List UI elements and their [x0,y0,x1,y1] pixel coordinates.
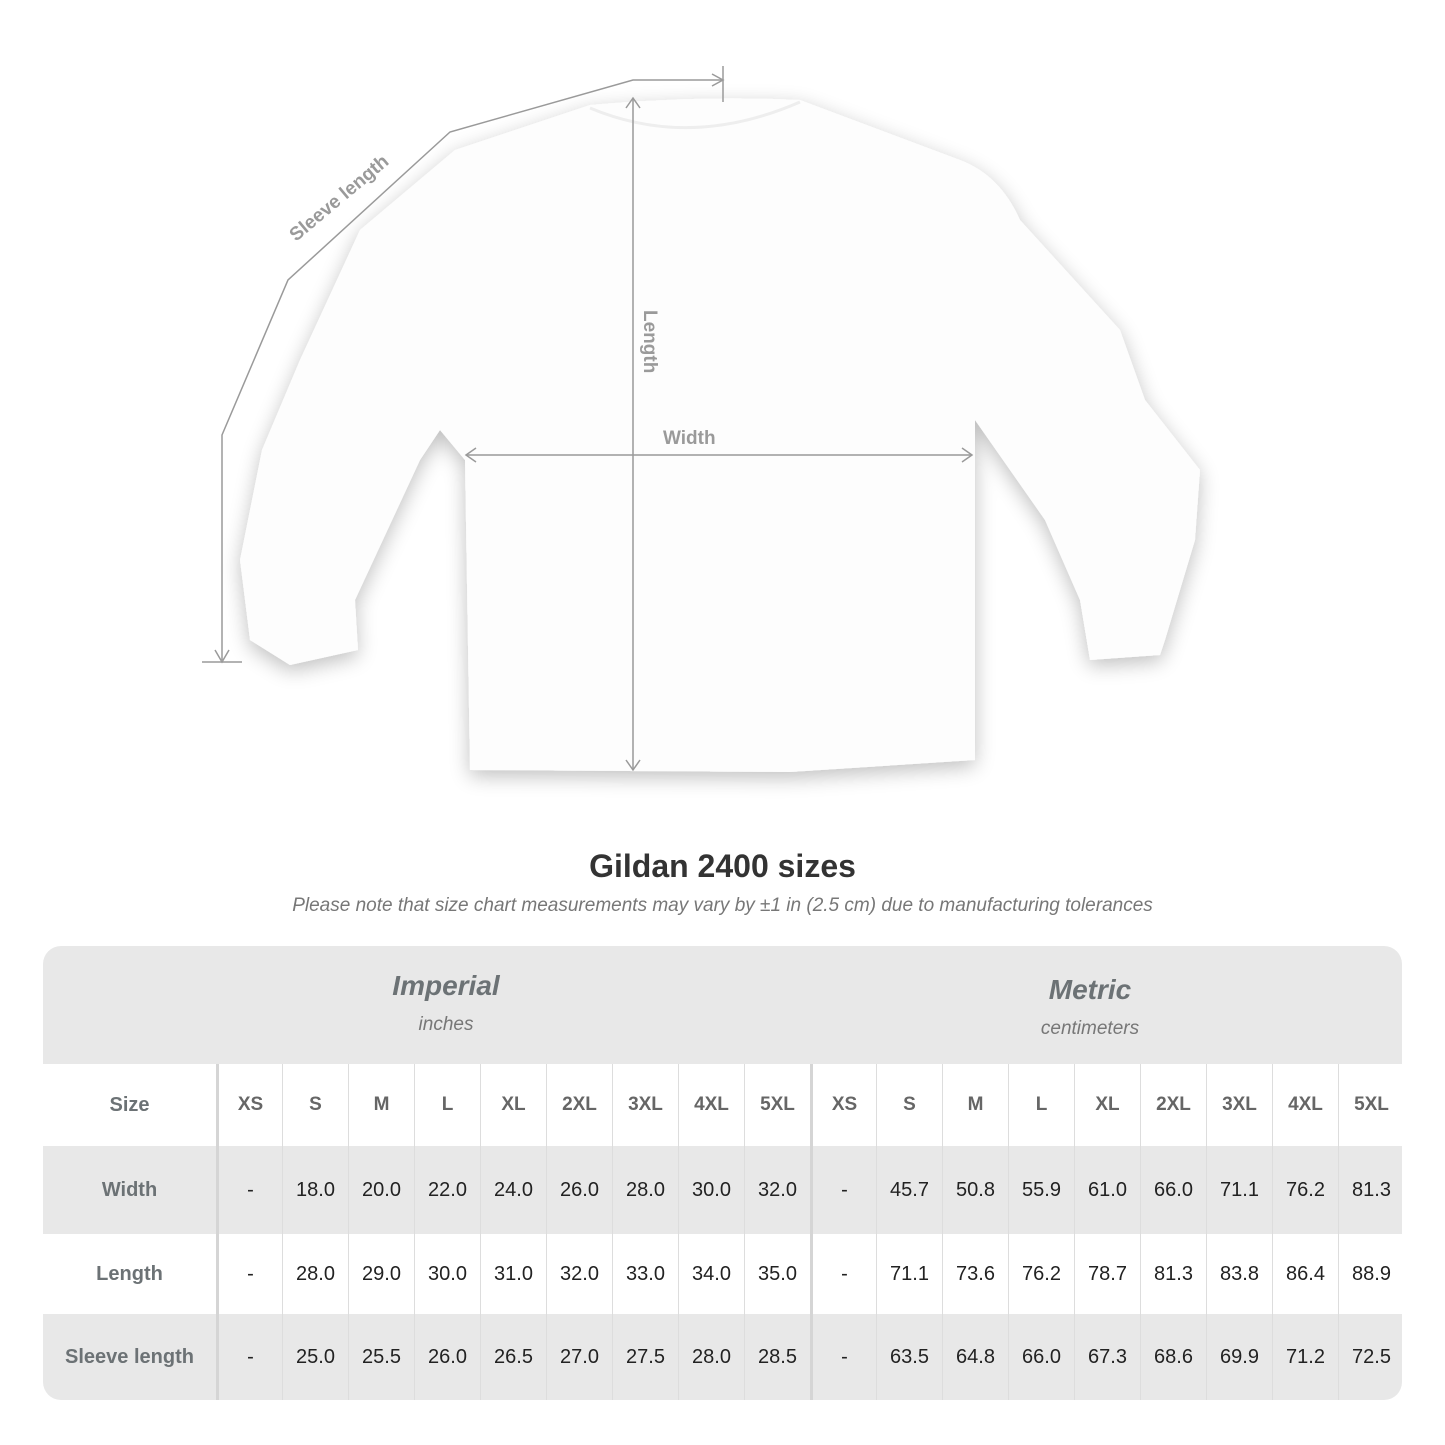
table-row: Width -18.0 20.0 22.0 24.0 26.0 28.0 30.0 32.0-4… [43,1146,1402,1234]
row-label: Sleeve length [65,1345,194,1368]
imperial-size-s: S [282,1064,348,1146]
metric-value: 81.3 [1338,1146,1402,1234]
imperial-value: 25.0 [282,1314,348,1400]
metric-value: 64.8 [942,1314,1008,1400]
measurement-lines [202,66,974,772]
metric-title: Metric [1048,974,1132,1005]
metric-value: 45.7 [876,1146,942,1234]
imperial-value: 35.0 [744,1234,810,1314]
metric-value: 88.9 [1338,1234,1402,1314]
metric-value: 68.6 [1140,1314,1206,1400]
metric-value: 69.9 [1206,1314,1272,1400]
imperial-value: - [216,1234,282,1314]
metric-size-4xl: 4XL [1272,1064,1338,1146]
metric-size-l: L [1008,1064,1074,1146]
imperial-value: 26.5 [480,1314,546,1400]
metric-value: 73.6 [942,1234,1008,1314]
imperial-value: 20.0 [348,1146,414,1234]
imperial-value: - [216,1146,282,1234]
shirt-collar [589,100,801,130]
metric-size-xl: XL [1074,1064,1140,1146]
metric-value: 83.8 [1206,1234,1272,1314]
imperial-value: 34.0 [678,1234,744,1314]
metric-value: 76.2 [1272,1146,1338,1234]
imperial-value: - [216,1314,282,1400]
size-header-row: Size XS S M L XL 2XL 3XL 4XL 5XL XS S M L XL 2XL 3XL 4XL 5… [43,1064,1402,1146]
imperial-value: 29.0 [348,1234,414,1314]
shirt-diagram: Sleeve length Length Width [202,66,1200,773]
imperial-value: 24.0 [480,1146,546,1234]
metric-value: 72.5 [1338,1314,1402,1400]
row-label: Width [101,1178,158,1201]
imperial-value: 25.5 [348,1314,414,1400]
imperial-size-xs: XS [216,1064,282,1146]
imperial-value: 30.0 [414,1234,480,1314]
page-title: Gildan 2400 sizes [589,848,856,884]
imperial-value: 31.0 [480,1234,546,1314]
metric-value: 50.8 [942,1146,1008,1234]
imperial-size-2xl: 2XL [546,1064,612,1146]
metric-value: 86.4 [1272,1234,1338,1314]
metric-size-3xl: 3XL [1206,1064,1272,1146]
imperial-value: 28.0 [678,1314,744,1400]
imperial-size-l: L [414,1064,480,1146]
tolerance-note: Please note that size chart measurements… [292,895,1153,916]
metric-value: 71.2 [1272,1314,1338,1400]
shirt-body [240,98,1200,773]
metric-size-xs: XS [810,1064,876,1146]
imperial-title: Imperial [392,970,500,1001]
sleeve-length-line [221,79,723,660]
metric-value: 78.7 [1074,1234,1140,1314]
metric-size-m: M [942,1064,1008,1146]
metric-value: 66.0 [1008,1314,1074,1400]
metric-value: 61.0 [1074,1146,1140,1234]
imperial-value: 30.0 [678,1146,744,1234]
imperial-value: 32.0 [744,1146,810,1234]
metric-value: 76.2 [1008,1234,1074,1314]
imperial-size-3xl: 3XL [612,1064,678,1146]
imperial-value: 27.5 [612,1314,678,1400]
imperial-value: 33.0 [612,1234,678,1314]
table-row: Sleeve length -25.0 25.5 26.0 26.5 27.0 27.5 28… [43,1314,1402,1400]
width-label: Width [663,428,716,449]
metric-value: 71.1 [876,1234,942,1314]
metric-value: - [810,1146,876,1234]
length-label: Length [639,310,660,373]
metric-header: Metric centimeters [810,974,1370,1040]
imperial-size-5xl: 5XL [744,1064,810,1146]
metric-value: 71.1 [1206,1146,1272,1234]
metric-value: - [810,1314,876,1400]
imperial-header: Imperial inches [216,970,676,1036]
metric-value: 66.0 [1140,1146,1206,1234]
imperial-value: 26.0 [414,1314,480,1400]
metric-value: 67.3 [1074,1314,1140,1400]
imperial-unit: inches [418,1014,474,1035]
row-label: Length [96,1262,163,1285]
metric-value: 55.9 [1008,1146,1074,1234]
imperial-value: 27.0 [546,1314,612,1400]
imperial-value: 18.0 [282,1146,348,1234]
metric-size-5xl: 5XL [1338,1064,1402,1146]
size-table: Imperial inches Metric centimeters Size X… [43,946,1402,1400]
metric-value: - [810,1234,876,1314]
imperial-value: 28.0 [612,1146,678,1234]
metric-unit: centimeters [1040,1018,1140,1039]
imperial-value: 28.5 [744,1314,810,1400]
metric-value: 63.5 [876,1314,942,1400]
imperial-value: 28.0 [282,1234,348,1314]
imperial-value: 32.0 [546,1234,612,1314]
table-row: Length -28.0 29.0 30.0 31.0 32.0 33.0 34.0 35.0-… [43,1234,1402,1314]
size-label: Size [109,1093,150,1116]
metric-value: 81.3 [1140,1234,1206,1314]
system-header: Imperial inches Metric centimeters [43,946,1402,1064]
metric-size-2xl: 2XL [1140,1064,1206,1146]
imperial-size-4xl: 4XL [678,1064,744,1146]
imperial-size-xl: XL [480,1064,546,1146]
imperial-value: 26.0 [546,1146,612,1234]
imperial-size-m: M [348,1064,414,1146]
imperial-value: 22.0 [414,1146,480,1234]
metric-size-s: S [876,1064,942,1146]
